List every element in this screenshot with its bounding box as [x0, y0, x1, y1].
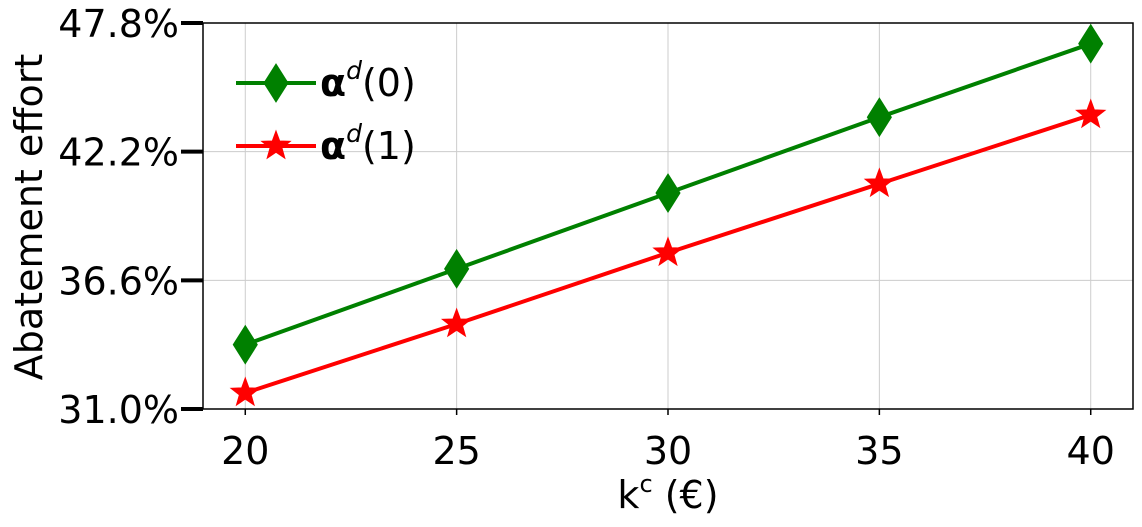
y-axis-label: Abatement effort: [7, 54, 51, 380]
legend-entry-1: αd(1): [236, 119, 416, 168]
data-point-0-0: [232, 324, 258, 365]
x-tick-label: 35: [855, 429, 903, 473]
legend-marker-shape-0: [263, 63, 289, 103]
y-tick-label: 42.2%: [58, 131, 179, 175]
data-point-1-3: [863, 167, 896, 198]
tick-labels: 20 25 30 35 40 31.0% 36.6% 42.2% 47.8%: [58, 2, 1115, 473]
legend-marker-shape-1: [260, 129, 292, 160]
series-0: [232, 23, 1104, 365]
legend-entry-0: αd(0): [236, 56, 416, 105]
legend: αd(0) αd(1): [236, 56, 416, 168]
x-axis-label: kc (€): [617, 470, 718, 517]
legend-marker-1: [260, 129, 292, 160]
data-point-0-1: [444, 248, 470, 289]
y-tick-label: 31.0%: [58, 388, 179, 432]
y-tick-label: 36.6%: [58, 259, 179, 303]
data-point-0-2: [655, 173, 681, 213]
x-tick-label: 30: [644, 429, 692, 473]
data-point-1-0: [229, 376, 261, 407]
data-point-1-4: [1075, 98, 1107, 129]
series-1: [229, 98, 1107, 407]
legend-label-0: αd(0): [320, 56, 416, 105]
legend-label-1: αd(1): [320, 119, 416, 168]
ticks: [181, 21, 1092, 415]
series-layer: [229, 23, 1107, 407]
data-point-0-4: [1078, 23, 1104, 64]
x-tick-label: 40: [1067, 429, 1115, 473]
legend-marker-0: [263, 63, 289, 103]
data-point-1-1: [440, 307, 473, 338]
data-point-1-2: [652, 236, 684, 267]
x-tick-label: 25: [432, 429, 480, 473]
data-point-0-3: [866, 97, 892, 138]
y-tick-label: 47.8%: [58, 2, 179, 46]
x-tick-label: 20: [221, 429, 269, 473]
